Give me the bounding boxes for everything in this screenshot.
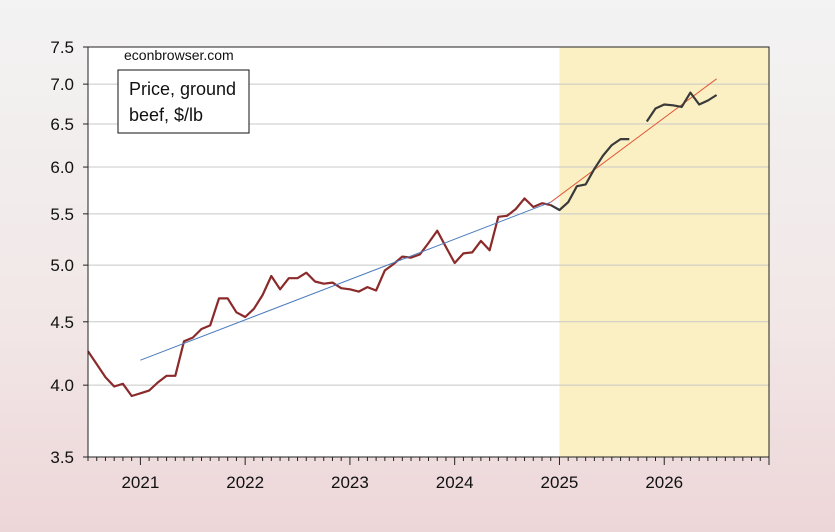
series-line-1 — [87, 197, 551, 398]
y-axis: 3.5 4.0 4.5 5.0 5.5 6.0 6.5 7.0 7.5 — [50, 38, 88, 467]
x-tick-label: 2021 — [121, 473, 159, 492]
series-line-2 — [140, 201, 551, 361]
series-line-4 — [550, 138, 630, 212]
y-tick-label: 7.5 — [50, 38, 74, 57]
legend-box: Price, ground beef, $/lb — [117, 69, 250, 134]
y-tick-label: 5.0 — [50, 256, 74, 275]
legend-frame — [117, 69, 250, 134]
source-annotation: econbrowser.com — [124, 47, 234, 63]
series-line-4 — [645, 91, 718, 123]
x-axis: 2021 2022 2023 2024 2025 2026 — [87, 457, 770, 492]
y-tick-label: 6.0 — [50, 158, 74, 177]
x-tick-label: 2022 — [226, 473, 264, 492]
shaded-forecast-region — [559, 47, 769, 457]
legend-line-2: beef, $/lb — [129, 105, 203, 125]
x-tick-label: 2023 — [331, 473, 369, 492]
x-tick-label: 2025 — [541, 473, 579, 492]
legend-line-1: Price, ground — [129, 79, 236, 99]
y-tick-label: 7.0 — [50, 75, 74, 94]
series-layer — [87, 78, 718, 398]
y-tick-label: 6.5 — [50, 115, 74, 134]
y-tick-label: 4.5 — [50, 313, 74, 332]
x-tick-label: 2026 — [645, 473, 683, 492]
y-tick-label: 3.5 — [50, 448, 74, 467]
y-tick-label: 5.5 — [50, 205, 74, 224]
series-line-3 — [550, 78, 717, 203]
y-tick-label: 4.0 — [50, 376, 74, 395]
x-tick-label: 2024 — [436, 473, 474, 492]
